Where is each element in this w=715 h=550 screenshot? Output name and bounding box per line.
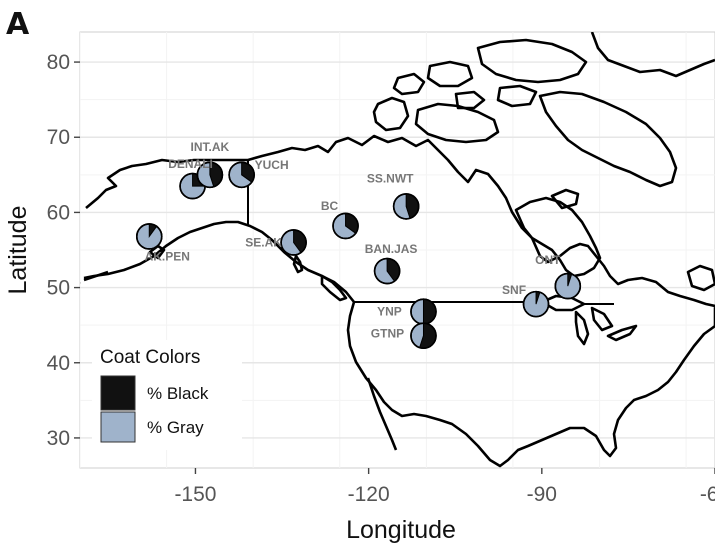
lake-erie-ontario (606, 324, 638, 342)
vancouver-island (320, 274, 348, 302)
pie-gtnp (410, 322, 437, 349)
y-axis-ticks: 30 40 50 60 70 80 (47, 51, 80, 450)
site-label-se-ak: SE.AK (245, 235, 282, 249)
pie-outline-yuch (228, 161, 255, 189)
newfoundland (686, 264, 715, 292)
y-tick-label: 60 (47, 201, 70, 224)
x-tick-label: -60 (700, 483, 715, 506)
southampton-island (550, 188, 580, 210)
site-label-ynp: YNP (377, 305, 402, 319)
y-tick-label: 50 (47, 277, 70, 300)
lake-michigan-huron (574, 306, 614, 346)
legend-swatch-black (100, 375, 136, 411)
arctic-island-3 (392, 72, 426, 96)
site-label-int-ak: INT.AK (191, 140, 230, 154)
site-label-snf: SNF (502, 283, 526, 297)
arctic-island-4 (454, 90, 486, 110)
y-tick-label: 70 (47, 126, 70, 149)
arctic-island-2 (496, 84, 538, 108)
pie-outline-se-ak (280, 229, 307, 256)
pie-outline-snf (522, 290, 550, 318)
x-tick-label: -120 (348, 483, 390, 506)
site-label-ss-nwt: SS.NWT (367, 171, 414, 185)
pie-int-ak (196, 161, 224, 189)
pie-outline-ont (554, 272, 582, 300)
y-axis-title: Latitude (4, 206, 32, 295)
pie-ak-pen (135, 223, 163, 250)
pie-outline-gtnp (410, 322, 437, 349)
site-labels: DENALI INT.AK YUCH AK.PEN SE.AK BC SS.NWT BAN.J… (145, 140, 562, 341)
pie-bc (332, 212, 359, 240)
site-label-gtnp: GTNP (371, 327, 404, 341)
pie-outline-bc (332, 212, 359, 240)
pie-ont (554, 272, 582, 300)
x-tick-label: -90 (527, 483, 557, 506)
site-label-denali: DENALI (168, 157, 213, 171)
pie-outline-ak-pen (135, 223, 163, 250)
hudson-bay-coastline (514, 196, 602, 278)
site-label-ban-jas: BAN.JAS (365, 242, 418, 256)
arctic-island-1 (426, 60, 474, 88)
site-pies (135, 161, 582, 349)
aleutian-islands (80, 270, 109, 284)
legend-label-black: % Black (147, 384, 209, 403)
site-label-bc: BC (321, 199, 339, 213)
site-label-ont: ONT (535, 253, 561, 267)
site-label-ak-pen: AK.PEN (145, 249, 190, 263)
legend-swatch-gray (100, 411, 136, 443)
pie-outline-ss-nwt (392, 193, 420, 220)
legend: Coat Colors % Black % Gray (92, 340, 242, 450)
baffin-island (538, 90, 678, 188)
baja-coastline (366, 377, 398, 451)
pie-outline-int-ak (196, 161, 224, 189)
pie-snf (522, 290, 550, 318)
y-tick-label: 80 (47, 51, 70, 74)
greenland-coastline (590, 32, 715, 78)
haida-gwaii (292, 254, 304, 274)
pie-ynp (410, 298, 437, 325)
legend-title: Coat Colors (100, 347, 200, 368)
y-tick-label: 30 (47, 427, 70, 450)
pie-yuch (228, 161, 255, 189)
north-america-outline (80, 32, 715, 468)
ellesmere-island (476, 38, 588, 84)
site-label-yuch: YUCH (255, 158, 289, 172)
banks-island (372, 96, 410, 132)
panel-label: A (6, 7, 30, 42)
pie-ban-jas (373, 257, 401, 285)
x-axis-ticks: -150 -120 -90 -60 (174, 468, 715, 506)
x-axis-title: Longitude (346, 516, 456, 544)
x-tick-label: -150 (174, 483, 216, 506)
legend-label-gray: % Gray (147, 418, 204, 437)
pie-outline-ban-jas (373, 257, 401, 285)
victoria-island (414, 102, 500, 144)
y-tick-label: 40 (47, 352, 70, 375)
pie-ss-nwt (392, 193, 420, 220)
pie-se-ak (280, 229, 307, 256)
